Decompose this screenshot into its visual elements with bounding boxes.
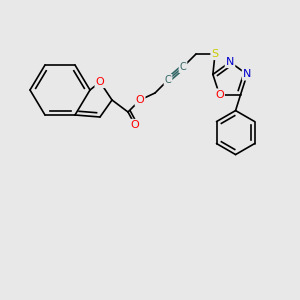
Text: C: C bbox=[165, 75, 171, 85]
Text: O: O bbox=[96, 77, 104, 87]
Text: O: O bbox=[136, 95, 144, 105]
Text: N: N bbox=[243, 69, 251, 80]
Text: O: O bbox=[215, 90, 224, 100]
Text: C: C bbox=[180, 62, 186, 72]
Text: N: N bbox=[226, 57, 234, 67]
Text: O: O bbox=[130, 120, 140, 130]
Text: S: S bbox=[212, 49, 219, 59]
